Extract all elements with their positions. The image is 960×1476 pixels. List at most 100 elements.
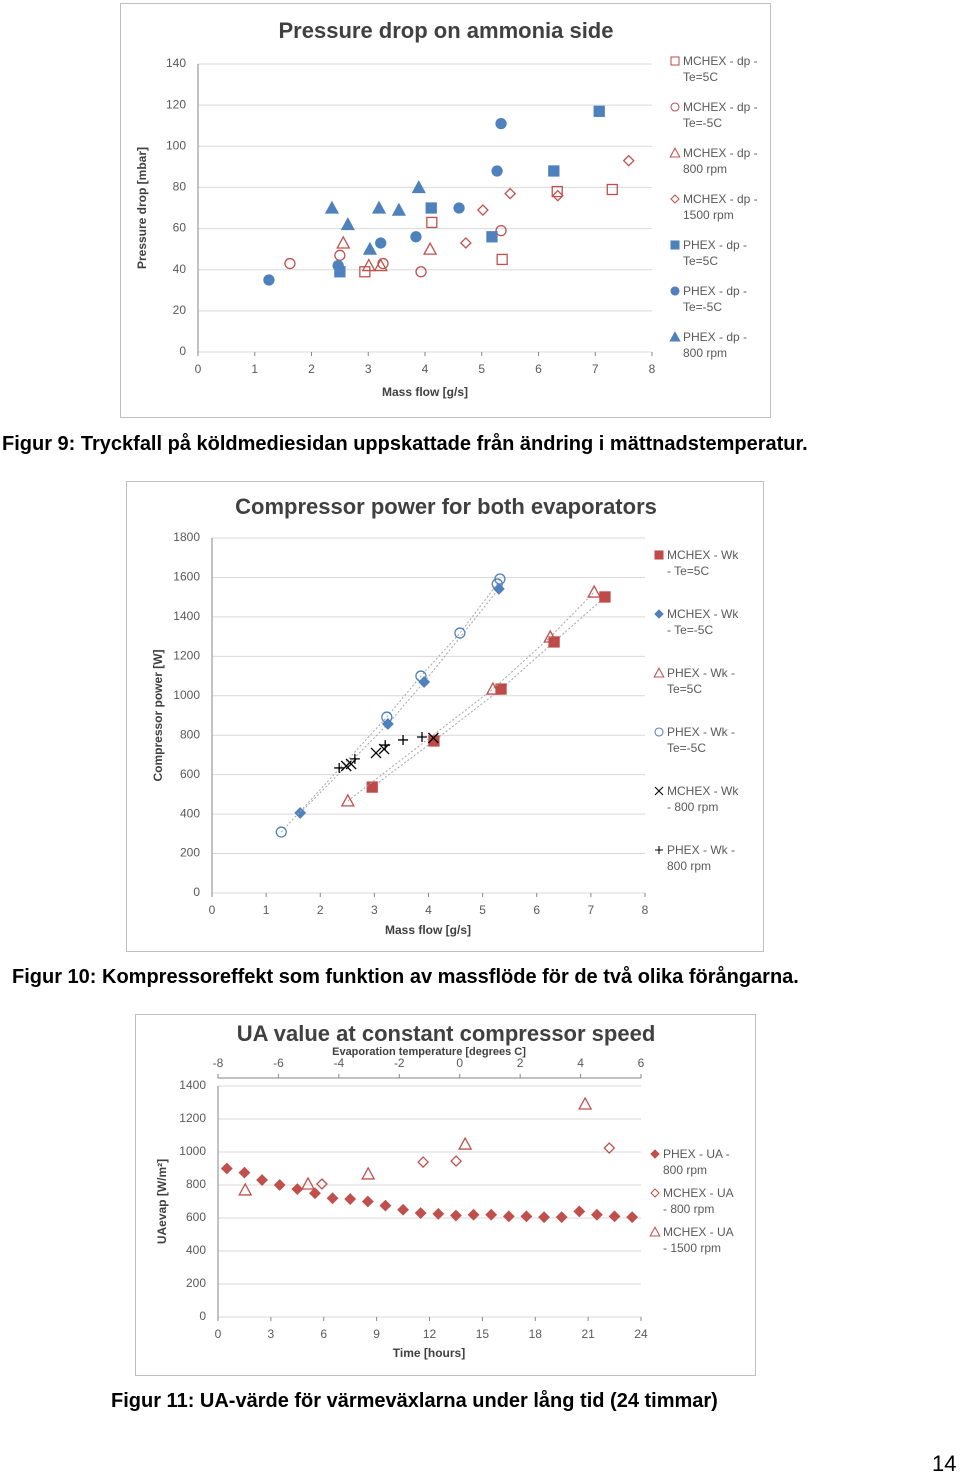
legend-item: PHEX - dp - Te=-5C	[669, 283, 759, 315]
legend-label: PHEX - Wk - 800 rpm	[667, 843, 735, 873]
marker	[453, 202, 465, 214]
caption: Figur 9: Tryckfall på köldmediesidan upp…	[2, 433, 808, 455]
marker	[256, 1174, 268, 1186]
chart-svg: UA value at constant compressor speed Tim…	[155, 1021, 656, 1360]
legend-symbol	[650, 1188, 660, 1198]
marker	[220, 1162, 233, 1175]
marker	[417, 1156, 430, 1168]
x-tick-label: 7	[592, 362, 599, 376]
marker	[502, 1210, 515, 1223]
x2-tick-label: -6	[273, 1056, 284, 1070]
marker	[380, 740, 391, 751]
legend-item: PHEX - Wk - Te=-5C	[653, 724, 743, 756]
y-tick-label: 800	[180, 727, 200, 741]
x-axis-label: Mass flow [g/s]	[385, 923, 471, 937]
marker	[398, 734, 409, 745]
legend-symbol	[654, 609, 664, 619]
x-tick-label: 6	[320, 1327, 327, 1341]
legend-item: MCHEX - Wk - 800 rpm	[653, 783, 743, 815]
x-tick-label: 2	[317, 903, 324, 917]
marker	[373, 258, 388, 272]
legend-item: PHEX - Wk - Te=5C	[653, 665, 743, 697]
marker	[411, 180, 426, 194]
marker	[458, 1136, 473, 1150]
y-tick-label: 1200	[173, 649, 200, 663]
y-axis-label: UAevap [W/m²]	[155, 1159, 169, 1244]
x-tick-label: 1	[263, 903, 270, 917]
legend-item: PHEX - dp - Te=5C	[669, 237, 759, 269]
legend-symbol	[670, 102, 680, 112]
marker	[344, 1193, 357, 1205]
x-tick-label: 2	[308, 362, 315, 376]
y-tick-label: 1400	[173, 609, 200, 623]
legend-label: PHEX - Wk - Te=5C	[667, 666, 735, 696]
legend-item: PHEX - dp - 800 rpm	[669, 329, 759, 361]
legend-label: PHEX - UA - 800 rpm	[663, 1147, 730, 1177]
marker	[654, 550, 664, 560]
x-tick-label: 5	[479, 903, 486, 917]
x2-tick-label: -2	[394, 1056, 405, 1070]
legend-label: MCHEX - UA - 800 rpm	[663, 1186, 734, 1216]
marker	[650, 1188, 660, 1198]
marker	[626, 1211, 639, 1224]
legend-symbol	[653, 667, 665, 678]
marker	[361, 1195, 374, 1208]
marker	[332, 259, 344, 272]
marker	[359, 266, 371, 278]
marker	[670, 194, 680, 204]
caption: Figur 11: UA-värde för värmeväxlarna und…	[111, 1390, 718, 1412]
legend-label: PHEX - dp - Te=5C	[683, 238, 748, 268]
legend-label: MCHEX - UA - 1500 rpm	[663, 1225, 734, 1255]
marker	[324, 200, 340, 214]
y-tick-label: 200	[186, 1276, 206, 1290]
marker	[410, 231, 422, 243]
x-tick-label: 12	[423, 1327, 437, 1341]
marker	[427, 732, 439, 744]
x-tick-label: 24	[634, 1327, 648, 1341]
legend-symbol	[670, 56, 680, 66]
x2-tick-label: -4	[334, 1056, 345, 1070]
marker	[381, 711, 393, 723]
marker	[340, 217, 355, 231]
marker	[361, 258, 376, 272]
marker	[654, 845, 663, 854]
x-tick-label: 21	[581, 1327, 595, 1341]
legend-label: MCHEX - dp - 1500 rpm	[683, 192, 758, 222]
marker	[593, 105, 605, 117]
x-tick-label: 4	[425, 903, 432, 917]
marker	[417, 731, 428, 742]
y-tick-label: 0	[193, 885, 200, 899]
marker	[578, 1096, 593, 1110]
marker	[415, 266, 427, 278]
x-tick-label: 6	[533, 903, 540, 917]
marker	[622, 154, 635, 167]
x2-axis-label: Evaporation temperature [degrees C]	[332, 1046, 526, 1058]
chart-title: UA value at constant compressor speed	[237, 1021, 656, 1046]
legend-symbol	[670, 240, 680, 250]
marker	[486, 231, 498, 243]
y-tick-label: 0	[179, 344, 186, 358]
y-tick-label: 60	[173, 221, 187, 235]
marker	[459, 237, 472, 249]
x-tick-label: 0	[209, 903, 216, 917]
marker	[432, 1207, 445, 1220]
marker	[415, 670, 427, 682]
x-axis-label: Time [hours]	[393, 1346, 465, 1360]
y-tick-label: 100	[166, 138, 186, 152]
marker	[669, 331, 681, 342]
marker	[476, 204, 489, 216]
x-tick-label: 15	[476, 1327, 490, 1341]
legend-label: MCHEX - dp - 800 rpm	[683, 146, 758, 176]
marker	[275, 826, 287, 838]
marker	[606, 183, 618, 196]
x2-tick-label: 2	[517, 1056, 524, 1070]
x2-tick-label: 0	[456, 1056, 463, 1070]
marker	[491, 165, 503, 177]
y-tick-label: 20	[173, 303, 187, 317]
marker	[340, 793, 355, 807]
marker	[551, 185, 563, 198]
legend-item: MCHEX - UA - 1500 rpm	[649, 1224, 739, 1256]
x-tick-label: 0	[215, 1327, 222, 1341]
marker	[650, 1149, 660, 1159]
